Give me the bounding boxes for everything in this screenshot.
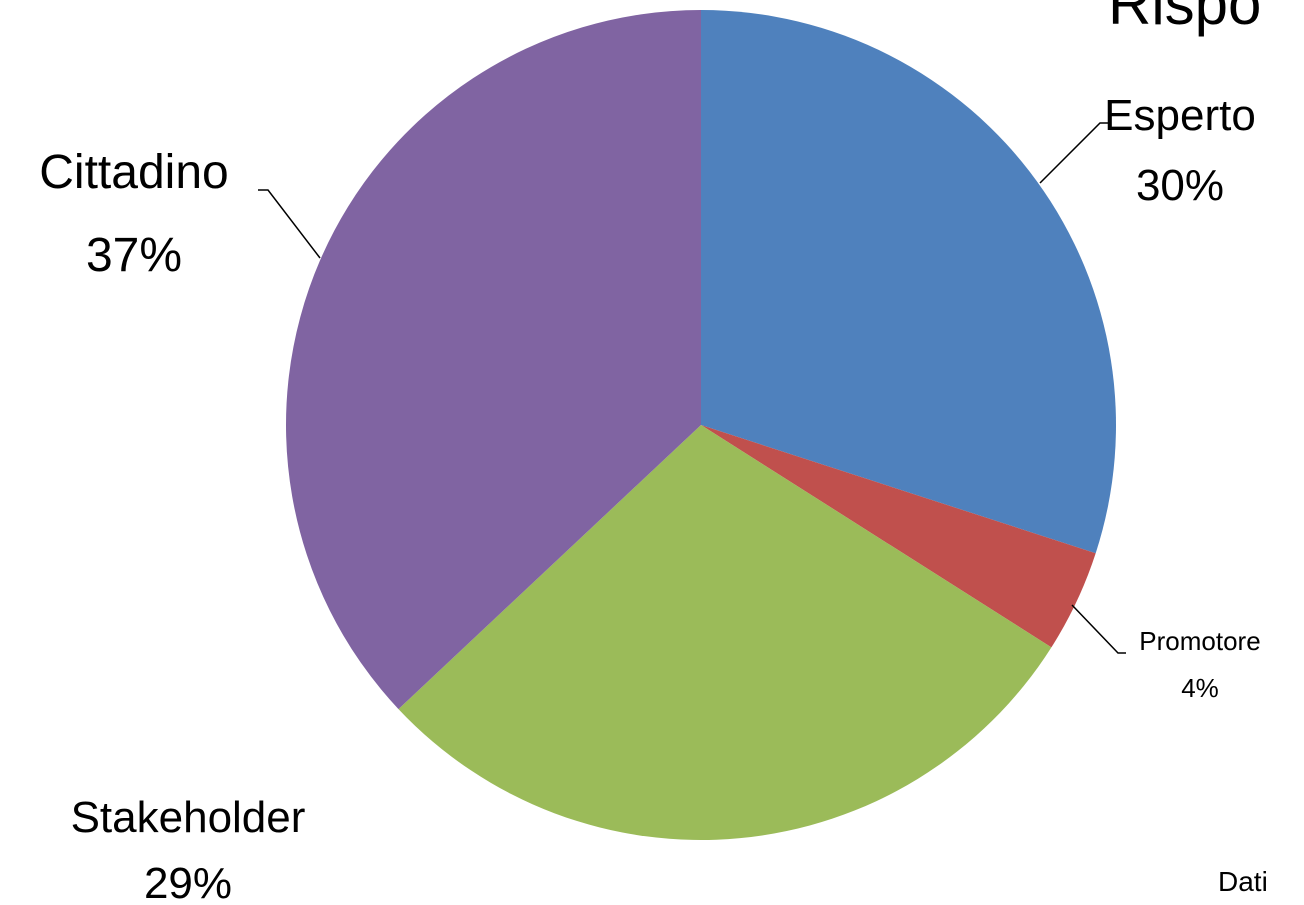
leader-lines [258,122,1126,654]
pie-slice-promotore [701,425,1096,648]
footer-note: Dati [1218,866,1268,897]
slice-label-name-esperto: Esperto [1104,91,1256,140]
pie-slice-cittadino [286,10,701,710]
pie-slice-stakeholder [398,425,1052,841]
slice-label-name-cittadino: Cittadino [39,146,228,199]
slice-label-value-cittadino: 37% [86,229,182,282]
leader-line-cittadino [258,189,321,259]
chart-title: Rispo [1108,0,1262,37]
pie-slices [286,10,1116,841]
slice-label-name-stakeholder: Stakeholder [71,793,306,842]
slice-label-value-esperto: 30% [1136,161,1224,210]
slice-label-value-stakeholder: 29% [144,859,232,905]
slice-labels: Esperto 30% Promotore 4% Stakeholder 29% Citta… [39,91,1260,905]
leader-line-promotore [1071,604,1126,654]
leader-line-esperto [1039,122,1108,184]
pie-slice-esperto [701,10,1116,554]
slice-label-name-promotore: Promotore [1139,626,1260,656]
slice-label-value-promotore: 4% [1181,673,1219,703]
